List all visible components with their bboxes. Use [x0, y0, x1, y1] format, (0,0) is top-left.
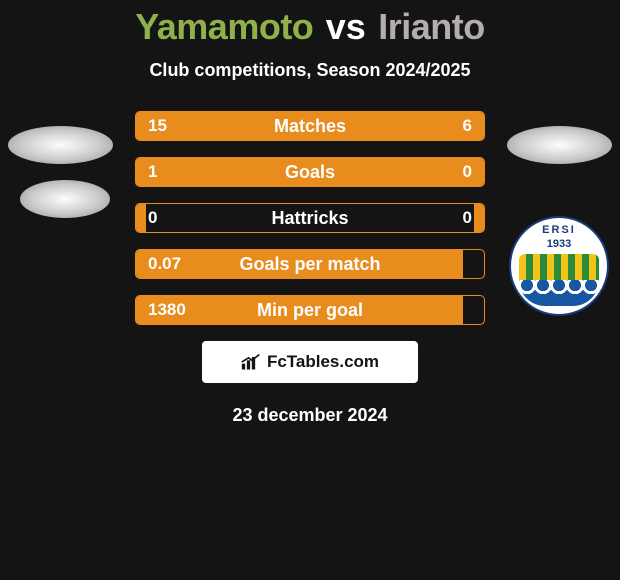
- placeholder-ellipse-icon: [20, 180, 110, 218]
- stat-label: Matches: [136, 112, 484, 140]
- stat-bar: Goals1 0: [135, 157, 485, 187]
- team-a-logo: [8, 126, 113, 231]
- stat-label: Min per goal: [136, 296, 484, 324]
- stat-value-left: 1380: [148, 296, 186, 324]
- stat-value-left: 0.07: [148, 250, 181, 278]
- bar-chart-icon: [241, 353, 261, 371]
- badge-waves-icon: [519, 280, 599, 306]
- placeholder-ellipse-icon: [8, 126, 113, 164]
- stat-label: Goals per match: [136, 250, 484, 278]
- team-b-logo: ERSI 1933: [507, 126, 612, 231]
- player-a-name: Yamamoto: [135, 6, 313, 47]
- vs-text: vs: [326, 6, 366, 47]
- stats-bars: Matches156Goals10Hattricks00Goals per ma…: [135, 111, 485, 325]
- badge-stripes-icon: [519, 254, 599, 280]
- stat-bar: Hattricks0 0: [135, 203, 485, 233]
- badge-arc-text: ERSI: [511, 224, 607, 236]
- stat-label: Goals: [136, 158, 484, 186]
- stat-value-right: 0: [463, 204, 472, 232]
- generation-date: 23 december 2024: [0, 405, 620, 426]
- stat-bar: Min per goal1380: [135, 295, 485, 325]
- badge-year: 1933: [511, 238, 607, 250]
- stat-label: Hattricks: [136, 204, 484, 232]
- stat-value-left: 15: [148, 112, 167, 140]
- placeholder-ellipse-icon: [507, 126, 612, 164]
- stat-bar: Goals per match0.07: [135, 249, 485, 279]
- player-b-name: Irianto: [378, 6, 485, 47]
- page-title: Yamamoto vs Irianto: [0, 0, 620, 48]
- stat-value-right: 0: [463, 158, 472, 186]
- stat-bar: Matches15 6: [135, 111, 485, 141]
- stat-value-left: 0: [148, 204, 157, 232]
- subtitle: Club competitions, Season 2024/2025: [0, 60, 620, 81]
- club-badge-icon: ERSI 1933: [509, 216, 609, 316]
- stat-value-right: 6: [463, 112, 472, 140]
- brand-attribution[interactable]: FcTables.com: [202, 341, 418, 383]
- brand-text: FcTables.com: [267, 352, 379, 372]
- stat-value-left: 1: [148, 158, 157, 186]
